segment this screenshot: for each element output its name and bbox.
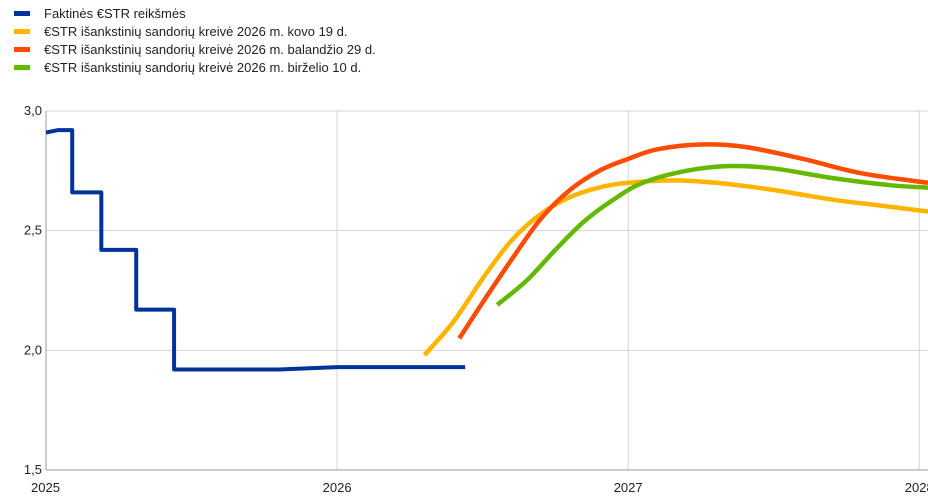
series-line-1 (422, 178, 928, 357)
legend-swatch (14, 46, 30, 52)
legend-item: Faktinės €STR reikšmės (14, 4, 376, 22)
series-lines (45, 128, 928, 372)
x-tick-label: 2025 (31, 480, 60, 495)
x-tick-label: 2026 (323, 480, 352, 495)
legend-item: €STR išankstinių sandorių kreivė 2026 m.… (14, 58, 376, 76)
legend-label: €STR išankstinių sandorių kreivė 2026 m.… (44, 23, 348, 39)
x-tick-label: 2027 (614, 480, 643, 495)
legend-swatch (14, 28, 30, 34)
legend-label: €STR išankstinių sandorių kreivė 2026 m.… (44, 41, 376, 57)
legend-item: €STR išankstinių sandorių kreivė 2026 m.… (14, 22, 376, 40)
legend-label: Faktinės €STR reikšmės (44, 5, 186, 21)
legend-swatch (14, 10, 30, 16)
x-tick-label: 2028 (905, 480, 928, 495)
axes (45, 111, 928, 471)
series-line-0 (45, 128, 466, 372)
legend: Faktinės €STR reikšmės €STR išankstinių … (14, 4, 376, 76)
y-tick-label: 2,5 (24, 223, 42, 238)
legend-label: €STR išankstinių sandorių kreivė 2026 m.… (44, 59, 362, 75)
series-line-2 (457, 142, 928, 340)
y-tick-label: 2,0 (24, 342, 42, 357)
grid-lines (46, 110, 928, 470)
y-tick-label: 3,0 (24, 103, 42, 118)
series-line-3 (495, 163, 928, 307)
y-tick-label: 1,5 (24, 462, 42, 477)
legend-item: €STR išankstinių sandorių kreivė 2026 m.… (14, 40, 376, 58)
tick-labels: 1,5 2,0 2,5 3,0 2025 2026 2027 2028 (24, 103, 928, 495)
legend-swatch (14, 64, 30, 70)
